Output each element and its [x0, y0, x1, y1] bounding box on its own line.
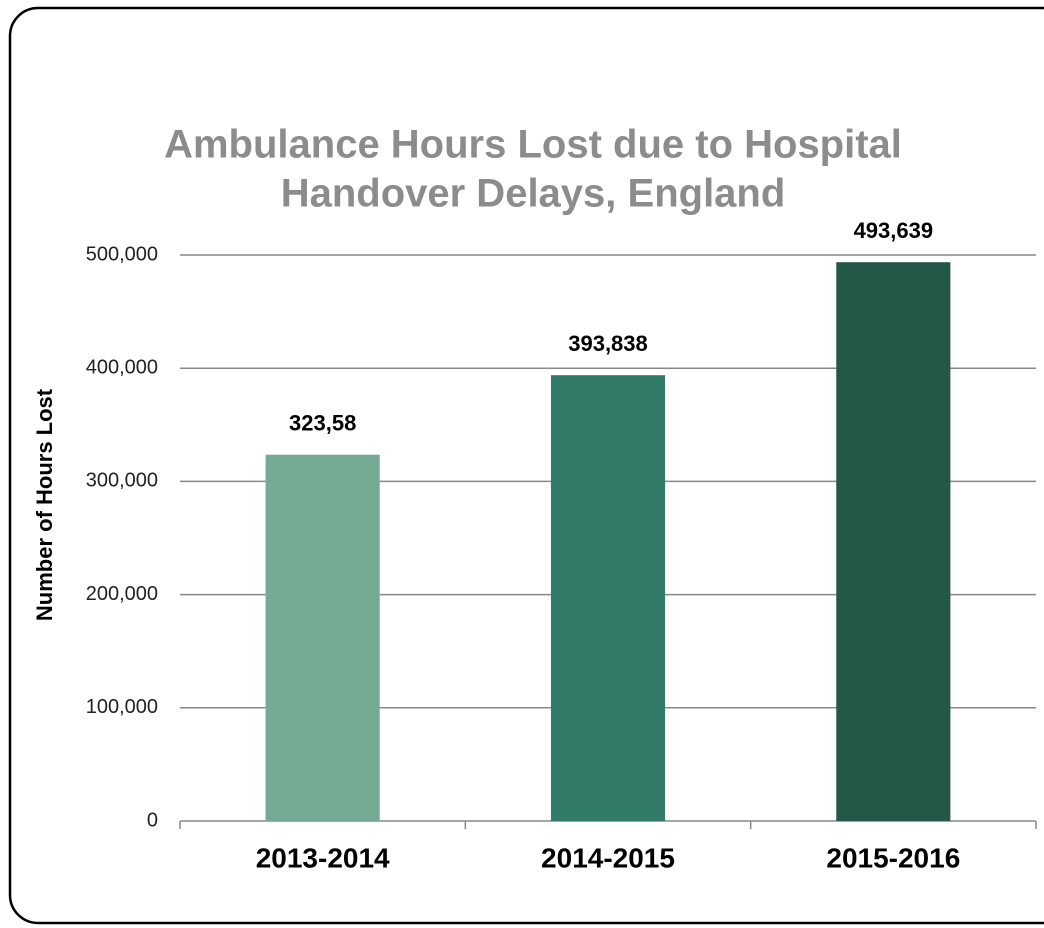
x-tick-label: 2013-2014	[256, 842, 390, 873]
y-tick-label: 100,000	[86, 696, 158, 718]
bar	[550, 375, 666, 821]
bar	[836, 262, 951, 821]
y-tick-label: 200,000	[86, 583, 158, 605]
x-tick-label: 2014-2015	[541, 842, 675, 873]
y-axis-label: Number of Hours Lost	[32, 388, 57, 621]
bar	[265, 454, 380, 821]
data-label: 323,58	[289, 411, 356, 436]
chart-title: Handover Delays, England	[281, 172, 786, 216]
chart-title: Ambulance Hours Lost due to Hospital	[164, 123, 902, 167]
y-tick-label: 400,000	[86, 356, 158, 378]
y-tick-label: 300,000	[86, 470, 158, 492]
y-tick-label: 500,000	[86, 243, 158, 265]
data-label: 493,639	[854, 218, 934, 243]
data-label: 393,838	[568, 331, 648, 356]
y-tick-label: 0	[147, 809, 158, 831]
x-tick-label: 2015-2016	[826, 842, 960, 873]
